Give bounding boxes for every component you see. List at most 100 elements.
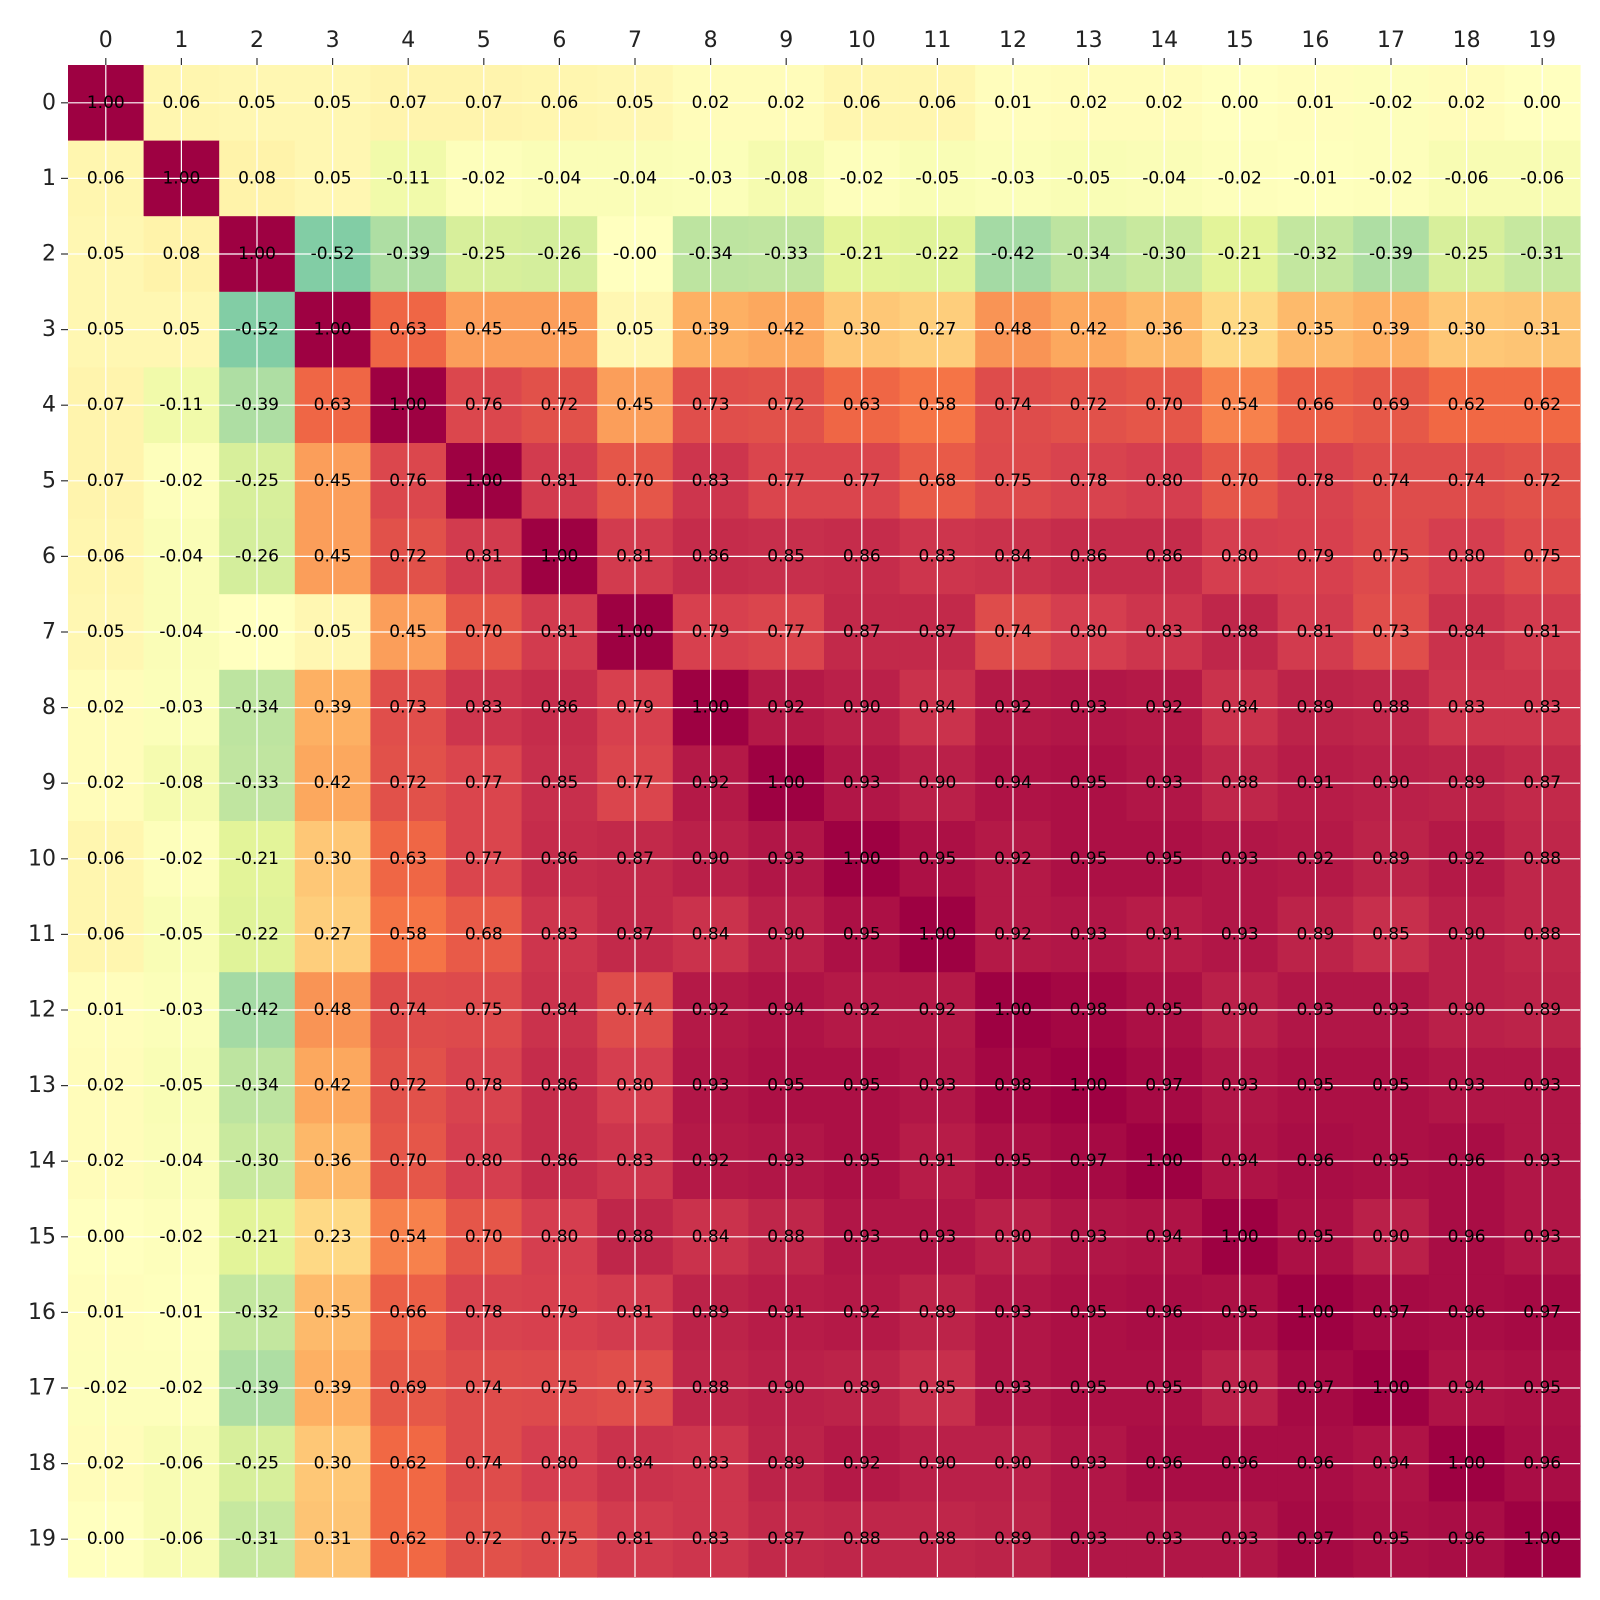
cell-value-label: 0.77 <box>767 471 805 491</box>
cell-value-label: 0.85 <box>540 773 578 793</box>
cell-value-label: 0.80 <box>540 1227 578 1247</box>
cell-value-label: 0.92 <box>767 698 805 718</box>
cell-value-label: 0.89 <box>918 1302 956 1322</box>
x-tick-label: 2 <box>250 28 264 53</box>
cell-value-label: 0.83 <box>465 698 503 718</box>
cell-value-label: 0.07 <box>389 93 427 113</box>
cell-value-label: 0.48 <box>994 320 1032 340</box>
cell-value-label: 0.81 <box>1296 622 1334 642</box>
cell-value-label: 0.90 <box>1448 1000 1486 1020</box>
x-tick-label: 7 <box>628 28 642 53</box>
cell-value-label: 0.78 <box>465 1076 503 1096</box>
cell-value-label: 0.93 <box>1145 1529 1183 1549</box>
cell-value-label: -0.32 <box>1293 244 1337 264</box>
cell-value-label: 0.06 <box>87 168 125 188</box>
cell-value-label: 0.02 <box>1070 93 1108 113</box>
cell-value-label: -0.11 <box>159 395 203 415</box>
cell-value-label: 1.00 <box>843 849 881 869</box>
cell-value-label: 0.79 <box>1296 546 1334 566</box>
cell-value-labels: 1.00 0.06 0.05 0.05 0.07 0.07 0.06 0.05 0.02 0.02… <box>84 93 1564 1549</box>
cell-value-label: 0.93 <box>1448 1076 1486 1096</box>
cell-value-label: 0.70 <box>465 622 503 642</box>
x-tick-label: 15 <box>1226 28 1254 53</box>
cell-value-label: -0.21 <box>235 1227 279 1247</box>
cell-value-label: -0.06 <box>159 1454 203 1474</box>
cell-value-label: 0.97 <box>1296 1529 1334 1549</box>
cell-value-label: 0.89 <box>1448 773 1486 793</box>
cell-value-label: 0.75 <box>1372 546 1410 566</box>
cell-value-label: -0.52 <box>311 244 355 264</box>
y-tick-label: 1 <box>42 166 56 191</box>
cell-value-label: -0.04 <box>613 168 657 188</box>
cell-value-label: 0.02 <box>692 93 730 113</box>
cell-value-label: 0.90 <box>918 773 956 793</box>
y-tick-label: 7 <box>42 620 56 645</box>
cell-value-label: 0.84 <box>1221 698 1259 718</box>
cell-value-label: 0.01 <box>1296 93 1334 113</box>
cell-value-label: 0.84 <box>540 1000 578 1020</box>
cell-value-label: 0.72 <box>767 395 805 415</box>
cell-value-label: 0.45 <box>314 546 352 566</box>
cell-value-label: 0.36 <box>314 1151 352 1171</box>
cell-value-label: 0.80 <box>1070 622 1108 642</box>
cell-value-label: 0.93 <box>1523 1151 1561 1171</box>
cell-value-label: 0.05 <box>87 622 125 642</box>
cell-value-label: 0.92 <box>918 1000 956 1020</box>
cell-value-label: 0.81 <box>616 1302 654 1322</box>
cell-value-label: 0.79 <box>616 698 654 718</box>
cell-value-label: -0.02 <box>840 168 884 188</box>
cell-value-label: 0.86 <box>540 849 578 869</box>
cell-value-label: 0.95 <box>1372 1076 1410 1096</box>
cell-value-label: 0.69 <box>389 1378 427 1398</box>
cell-value-label: 0.90 <box>1372 773 1410 793</box>
cell-value-label: 0.42 <box>314 1076 352 1096</box>
cell-value-label: 1.00 <box>1221 1227 1259 1247</box>
cell-value-label: 0.06 <box>843 93 881 113</box>
cell-value-label: 0.93 <box>1070 1227 1108 1247</box>
cell-value-label: 0.42 <box>767 320 805 340</box>
cell-value-label: 0.93 <box>767 1151 805 1171</box>
cell-value-label: 0.02 <box>87 1454 125 1474</box>
cell-value-label: 0.93 <box>1070 924 1108 944</box>
cell-value-label: -0.26 <box>235 546 279 566</box>
y-tick-label: 13 <box>28 1073 56 1098</box>
cell-value-label: 0.94 <box>1372 1454 1410 1474</box>
y-tick-label: 2 <box>42 242 56 267</box>
cell-value-label: 0.97 <box>1523 1302 1561 1322</box>
cell-value-label: 0.94 <box>1448 1378 1486 1398</box>
x-tick-label: 12 <box>999 28 1027 53</box>
cell-value-label: 0.90 <box>843 698 881 718</box>
cell-value-label: 0.00 <box>1523 93 1561 113</box>
x-tick-label: 0 <box>99 28 113 53</box>
cell-value-label: 0.92 <box>843 1000 881 1020</box>
cell-value-label: 0.68 <box>918 471 956 491</box>
cell-value-label: 0.83 <box>1448 698 1486 718</box>
cell-value-label: 1.00 <box>616 622 654 642</box>
cell-value-label: 0.02 <box>87 773 125 793</box>
cell-value-label: 0.94 <box>994 773 1032 793</box>
cell-value-label: 0.88 <box>1523 849 1561 869</box>
cell-value-label: 0.80 <box>465 1151 503 1171</box>
cell-value-label: -0.33 <box>764 244 808 264</box>
cell-value-label: 0.95 <box>1145 1000 1183 1020</box>
cell-value-label: 0.06 <box>87 546 125 566</box>
cell-value-label: 0.06 <box>162 93 200 113</box>
cell-value-label: 0.86 <box>540 698 578 718</box>
cell-value-label: 0.45 <box>616 395 654 415</box>
cell-value-label: 0.73 <box>616 1378 654 1398</box>
cell-value-label: 0.02 <box>1448 93 1486 113</box>
cell-value-label: 0.91 <box>1145 924 1183 944</box>
cell-value-label: 0.74 <box>1448 471 1486 491</box>
cell-value-label: 0.66 <box>389 1302 427 1322</box>
cell-value-label: 0.96 <box>1448 1529 1486 1549</box>
cell-value-label: -0.25 <box>235 471 279 491</box>
cell-value-label: 0.81 <box>465 546 503 566</box>
x-tick-label: 8 <box>704 28 718 53</box>
cell-value-label: 0.30 <box>843 320 881 340</box>
cell-value-label: 0.92 <box>692 1151 730 1171</box>
cell-value-label: 0.88 <box>1372 698 1410 718</box>
y-tick-label: 18 <box>28 1451 56 1476</box>
y-tick-label: 12 <box>28 998 56 1023</box>
cell-value-label: 0.83 <box>692 1529 730 1549</box>
cell-value-label: -0.02 <box>159 1227 203 1247</box>
